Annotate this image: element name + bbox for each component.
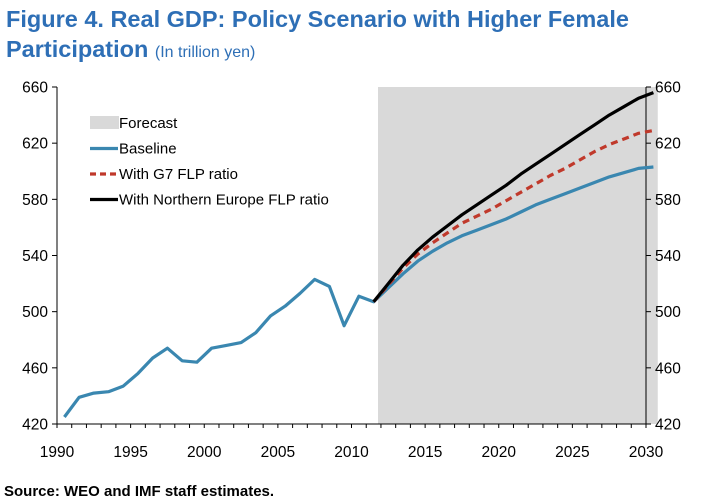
y-tick-label-left: 500 [22, 304, 48, 321]
source-note: Source: WEO and IMF staff estimates. [4, 483, 275, 500]
chart-title: Figure 4. Real GDP: Policy Scenario with… [6, 4, 696, 68]
forecast-shading [378, 87, 658, 424]
x-tick-label: 2010 [334, 444, 369, 461]
chart-unit-label: (In trillion yen) [154, 44, 256, 61]
chart-title-main: Figure 4. Real GDP: Policy Scenario with… [6, 6, 629, 62]
x-tick-label: 2020 [482, 444, 517, 461]
y-tick-label-left: 620 [22, 136, 48, 153]
y-tick-label-right: 580 [655, 192, 681, 209]
series-line-1 [63, 165, 654, 418]
y-tick-label-right: 620 [655, 136, 681, 153]
y-tick-label-left: 540 [22, 248, 48, 265]
y-tick-label-right: 500 [655, 304, 681, 321]
line-chart: 420 420 460 460 500 500 540 540 580 580 620 620 660 6… [22, 80, 681, 462]
y-tick-label-right: 460 [655, 360, 681, 377]
x-tick-label: 2005 [261, 444, 295, 461]
y-tick-label-left: 660 [22, 80, 48, 97]
x-tick-label: 1990 [40, 444, 75, 461]
x-tick-label: 1995 [113, 444, 147, 461]
legend-label-forecast: Forecast [119, 115, 178, 132]
y-tick-label-left: 420 [22, 417, 48, 434]
y-tick-label-left: 460 [22, 360, 48, 377]
legend-label-series-1: Baseline [119, 141, 177, 158]
x-tick-label: 2025 [555, 444, 589, 461]
x-tick-label: 2015 [408, 444, 442, 461]
y-tick-label-right: 660 [655, 80, 681, 97]
series-line-3 [372, 91, 654, 303]
x-tick-label: 2030 [629, 444, 664, 461]
x-tick-label: 2000 [187, 444, 222, 461]
legend-label-series-3: With Northern Europe FLP ratio [119, 192, 329, 209]
legend-label-series-2: With G7 FLP ratio [119, 166, 238, 183]
y-tick-label-right: 420 [655, 417, 681, 434]
y-tick-label-left: 580 [22, 192, 48, 209]
y-tick-label-right: 540 [655, 248, 681, 265]
legend-swatch-forecast [90, 116, 119, 129]
